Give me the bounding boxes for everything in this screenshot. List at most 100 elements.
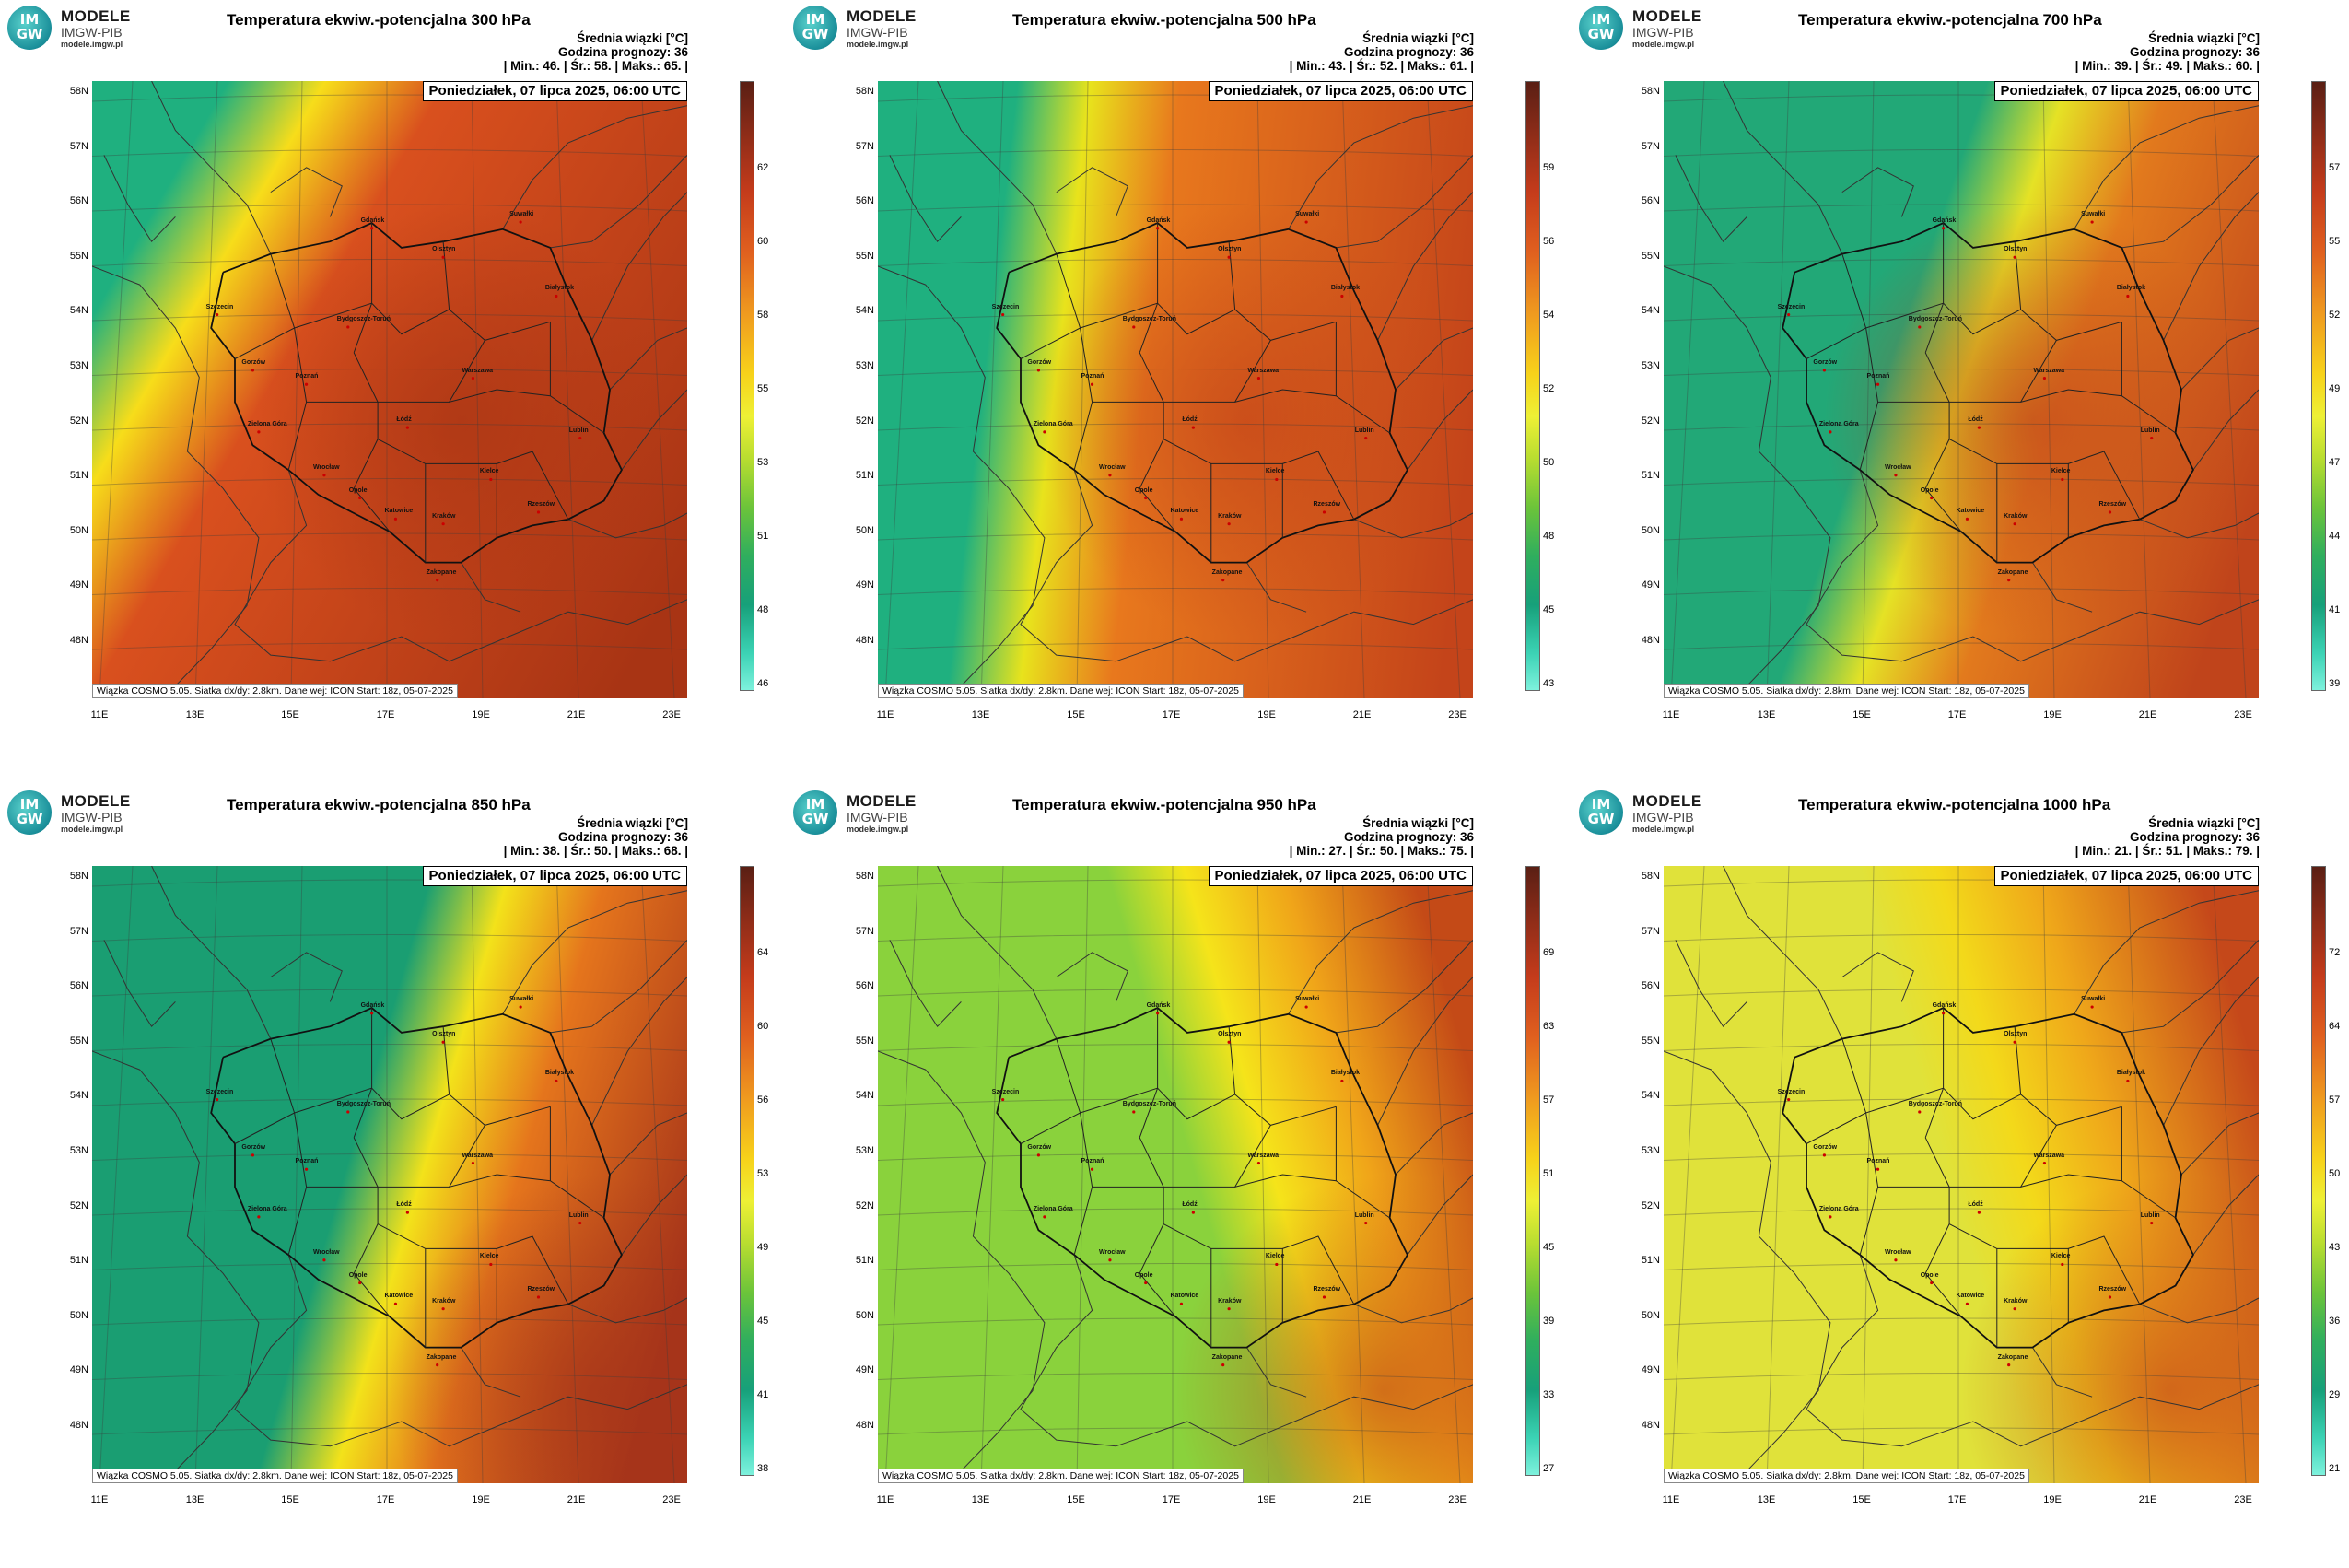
country-border bbox=[1020, 469, 1473, 662]
colorbar-tick-label: 29 bbox=[2329, 1389, 2341, 1400]
city-label: Warszawa bbox=[2033, 367, 2065, 374]
city-label: Rzeszów bbox=[1313, 1285, 1341, 1293]
city-marker bbox=[441, 1307, 445, 1311]
colorbar-tick-label: 51 bbox=[1543, 1168, 1555, 1179]
latitude-label: 50N bbox=[1641, 1309, 1660, 1321]
city-label: Poznań bbox=[1081, 373, 1104, 380]
valid-time-label: Poniedziałek, 07 lipca 2025, 06:00 UTC bbox=[1208, 866, 1473, 886]
longitude-label: 13E bbox=[971, 1494, 990, 1505]
latitude-gridline bbox=[1664, 204, 2259, 212]
country-border bbox=[1395, 327, 1473, 391]
country-border bbox=[2139, 1297, 2259, 1324]
latitude-label: 51N bbox=[1641, 470, 1660, 482]
latitude-label: 54N bbox=[1641, 305, 1660, 317]
city-label: Białystok bbox=[1330, 1070, 1360, 1077]
latitude-gridline bbox=[92, 1427, 687, 1435]
city-label: Białystok bbox=[2116, 1070, 2145, 1077]
longitude-gridline bbox=[290, 866, 303, 1483]
city-label: Bydgoszcz-Toruń bbox=[1908, 315, 1962, 322]
latitude-label: 57N bbox=[1641, 140, 1660, 152]
city-label: Kraków bbox=[2004, 1297, 2028, 1305]
colorbar-tick-label: 47 bbox=[2329, 457, 2341, 468]
city-label: Szczecin bbox=[205, 1088, 234, 1095]
country-border bbox=[1246, 1347, 1307, 1398]
country-border bbox=[502, 890, 687, 1015]
longitude-gridline bbox=[1766, 866, 1790, 1483]
model-info-footer: Wiązka COSMO 5.05. Siatka dx/dy: 2.8km. … bbox=[878, 684, 1244, 698]
latitude-label: 50N bbox=[1641, 524, 1660, 536]
colorbar-tick-label: 55 bbox=[757, 383, 769, 394]
latitude-label: 58N bbox=[69, 871, 88, 882]
city-marker bbox=[1144, 1281, 1148, 1285]
longitude-label: 13E bbox=[1757, 1494, 1776, 1505]
city-marker bbox=[1876, 1167, 1880, 1171]
voivodeship-border bbox=[1020, 253, 1081, 359]
latitude-label: 50N bbox=[69, 1309, 88, 1321]
latitude-gridline bbox=[92, 642, 687, 650]
city-marker bbox=[441, 255, 445, 259]
city-marker bbox=[578, 1221, 582, 1225]
city-marker bbox=[251, 369, 255, 372]
latitude-label: 51N bbox=[1641, 1255, 1660, 1267]
city-marker bbox=[257, 1215, 261, 1219]
city-label: Gorzów bbox=[1813, 1143, 1838, 1151]
imgw-logo: IM GW MODELE IMGW-PIB modele.imgw.pl bbox=[7, 790, 146, 837]
country-border bbox=[889, 940, 962, 1028]
city-marker bbox=[1942, 227, 1946, 230]
valid-time-label: Poniedziałek, 07 lipca 2025, 06:00 UTC bbox=[422, 866, 687, 886]
country-border bbox=[1675, 940, 1747, 1028]
stats-block: Średnia wiązki [°C] Godzina prognozy: 36 |… bbox=[2075, 31, 2260, 73]
country-border bbox=[2074, 105, 2259, 230]
country-border bbox=[103, 155, 176, 243]
country-border bbox=[461, 1347, 521, 1398]
logo-badge-bottom: GW bbox=[1587, 811, 1615, 827]
country-border bbox=[591, 192, 687, 341]
city-marker bbox=[251, 1153, 255, 1157]
latitude-gridline bbox=[878, 1044, 1473, 1051]
model-info-footer: Wiązka COSMO 5.05. Siatka dx/dy: 2.8km. … bbox=[878, 1469, 1244, 1483]
country-border bbox=[151, 81, 272, 254]
latitude-gridline bbox=[1664, 989, 2259, 997]
poland-border bbox=[1782, 222, 2194, 564]
city-marker bbox=[2090, 1005, 2094, 1009]
city-label: Zakopane bbox=[1997, 568, 2028, 576]
city-marker bbox=[1977, 1211, 1981, 1214]
city-label: Wrocław bbox=[1098, 1248, 1126, 1256]
colorbar-tick-label: 38 bbox=[757, 1463, 769, 1474]
longitude-gridline bbox=[194, 81, 218, 698]
country-border bbox=[2121, 940, 2259, 1034]
temperature-field-map bbox=[878, 81, 1473, 698]
colorbar-tick-label: 64 bbox=[2329, 1021, 2341, 1032]
voivodeship-border bbox=[1282, 1235, 1355, 1305]
map-area: Gdańsk Olsztyn Suwałki Białystok Szczecin Byd… bbox=[856, 81, 1473, 720]
country-border bbox=[2032, 562, 2093, 613]
city-label: Warszawa bbox=[462, 1152, 494, 1159]
map-area: Gdańsk Olsztyn Suwałki Białystok Szczecin Byd… bbox=[70, 81, 687, 720]
chart-panel-3: IM GW MODELE IMGW-PIB modele.imgw.pl Temperat… bbox=[0, 785, 783, 1568]
forecast-hour: Godzina prognozy: 36 bbox=[557, 830, 688, 844]
longitude-label: 11E bbox=[1662, 1494, 1680, 1505]
logo-url: modele.imgw.pl bbox=[61, 825, 123, 834]
latitude-gridline bbox=[1664, 642, 2259, 650]
city-label: Suwałki bbox=[2081, 996, 2106, 1003]
city-label: Poznań bbox=[1866, 373, 1890, 380]
colorbar-tick-label: 46 bbox=[757, 678, 769, 689]
city-label: Szczecin bbox=[991, 303, 1020, 310]
city-marker bbox=[1036, 1153, 1041, 1157]
latitude-label: 49N bbox=[69, 579, 88, 591]
city-label: Kraków bbox=[2004, 512, 2028, 520]
colorbar bbox=[1525, 81, 1540, 691]
latitude-gridline bbox=[878, 588, 1473, 595]
voivodeship-border bbox=[1139, 439, 1176, 532]
chart-title: Temperatura ekwiw.-potencjalna 300 hPa bbox=[227, 11, 531, 29]
colorbar-tick-label: 45 bbox=[757, 1316, 769, 1327]
latitude-gridline bbox=[1664, 478, 2259, 486]
city-label: Zakopane bbox=[1211, 568, 1243, 576]
city-marker bbox=[1275, 477, 1279, 482]
stats-block: Średnia wiązki [°C] Godzina prognozy: 36 |… bbox=[504, 816, 688, 858]
chart-title: Temperatura ekwiw.-potencjalna 500 hPa bbox=[1012, 11, 1316, 29]
chart-panel-4: IM GW MODELE IMGW-PIB modele.imgw.pl Temperat… bbox=[786, 785, 1569, 1568]
city-label: Wrocław bbox=[1098, 463, 1126, 471]
city-label: Łódź bbox=[1182, 416, 1198, 424]
min-mean-max: | Min.: 39. | Śr.: 49. | Maks.: 60. | bbox=[2074, 59, 2260, 73]
